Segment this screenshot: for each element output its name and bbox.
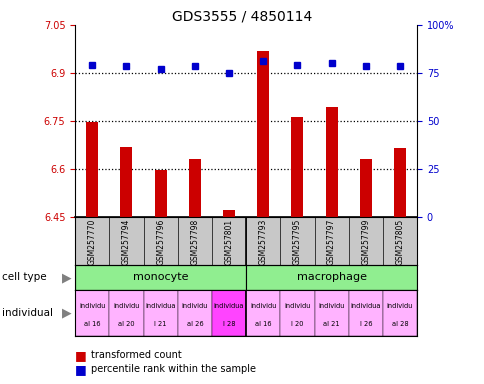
- Bar: [382, 290, 416, 336]
- Text: individua: individua: [213, 303, 244, 309]
- Bar: [348, 290, 382, 336]
- Bar: [120, 147, 132, 217]
- Bar: [86, 122, 98, 217]
- Bar: [75, 290, 109, 336]
- Text: l 21: l 21: [154, 321, 166, 328]
- Bar: [188, 159, 200, 217]
- Bar: [245, 290, 280, 336]
- Bar: [359, 159, 371, 217]
- Text: GDS3555 / 4850114: GDS3555 / 4850114: [172, 10, 312, 23]
- Text: al 26: al 26: [186, 321, 203, 328]
- Text: percentile rank within the sample: percentile rank within the sample: [91, 364, 256, 374]
- Bar: [212, 290, 245, 336]
- Bar: [177, 290, 212, 336]
- Text: GSM257798: GSM257798: [190, 218, 199, 265]
- Text: GSM257796: GSM257796: [156, 218, 165, 265]
- Text: l 26: l 26: [359, 321, 371, 328]
- Bar: [280, 290, 314, 336]
- Text: GSM257770: GSM257770: [88, 218, 97, 265]
- Text: individu: individu: [79, 303, 105, 309]
- Text: macrophage: macrophage: [296, 272, 366, 283]
- Bar: [143, 290, 177, 336]
- Text: individua: individua: [145, 303, 176, 309]
- Bar: [325, 107, 337, 217]
- Bar: [257, 51, 269, 217]
- Text: GSM257797: GSM257797: [326, 218, 335, 265]
- Bar: [393, 148, 405, 217]
- Text: GSM257801: GSM257801: [224, 218, 233, 265]
- Text: ■: ■: [75, 363, 87, 376]
- Bar: [314, 290, 348, 336]
- Text: al 21: al 21: [323, 321, 339, 328]
- Text: individu: individu: [250, 303, 276, 309]
- Text: individu: individu: [318, 303, 344, 309]
- Text: al 20: al 20: [118, 321, 135, 328]
- Text: individu: individu: [284, 303, 310, 309]
- Text: ■: ■: [75, 349, 87, 362]
- Text: individu: individu: [386, 303, 412, 309]
- Bar: [223, 210, 235, 217]
- Text: cell type: cell type: [2, 272, 47, 283]
- Bar: [109, 290, 143, 336]
- Text: individual: individual: [2, 308, 53, 318]
- Text: ▶: ▶: [62, 306, 72, 319]
- Text: l 28: l 28: [222, 321, 235, 328]
- Text: individu: individu: [182, 303, 208, 309]
- Text: ▶: ▶: [62, 271, 72, 284]
- Bar: [154, 170, 166, 217]
- Text: individua: individua: [350, 303, 380, 309]
- Bar: [75, 265, 245, 290]
- Text: transformed count: transformed count: [91, 350, 182, 360]
- Bar: [245, 265, 416, 290]
- Text: al 28: al 28: [391, 321, 408, 328]
- Text: GSM257793: GSM257793: [258, 218, 267, 265]
- Text: individu: individu: [113, 303, 139, 309]
- Text: GSM257799: GSM257799: [361, 218, 370, 265]
- Text: l 20: l 20: [290, 321, 303, 328]
- Text: al 16: al 16: [255, 321, 271, 328]
- Text: monocyte: monocyte: [133, 272, 188, 283]
- Text: al 16: al 16: [84, 321, 100, 328]
- Text: GSM257794: GSM257794: [121, 218, 131, 265]
- Text: GSM257805: GSM257805: [394, 218, 404, 265]
- Text: GSM257795: GSM257795: [292, 218, 302, 265]
- Bar: [291, 117, 303, 217]
